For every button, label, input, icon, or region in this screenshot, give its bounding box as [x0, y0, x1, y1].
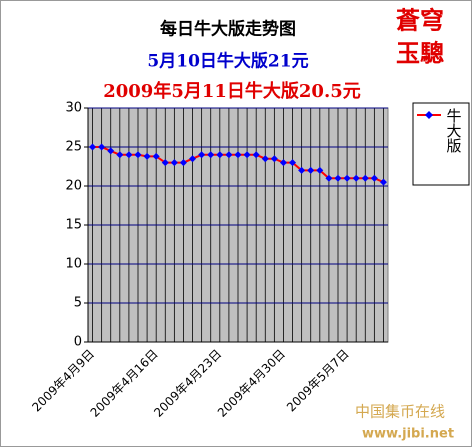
marker [170, 159, 178, 167]
marker [334, 174, 342, 182]
marker [307, 166, 315, 174]
marker [225, 151, 233, 159]
marker [143, 152, 151, 160]
marker [252, 151, 260, 159]
marker [189, 155, 197, 163]
marker [107, 147, 115, 155]
marker [207, 151, 215, 159]
logo: 玉驄 [396, 39, 444, 68]
marker [89, 143, 97, 151]
y-tick-label: 5 [74, 296, 82, 311]
y-tick-label: 15 [65, 218, 82, 233]
marker [152, 152, 160, 160]
marker [179, 159, 187, 167]
marker [98, 143, 106, 151]
marker [261, 155, 269, 163]
y-tick-label: 25 [65, 140, 82, 155]
y-tick-label: 20 [65, 179, 82, 194]
marker [234, 151, 242, 159]
chart-subtitle: 2009年5月11日牛大版20.5元 [103, 80, 361, 102]
marker [116, 151, 124, 159]
marker [198, 151, 206, 159]
y-tick-label: 30 [65, 101, 82, 116]
watermark: 中国集币在线 [355, 403, 445, 421]
legend-marker [425, 111, 433, 119]
y-tick-label: 10 [65, 257, 82, 272]
marker [325, 174, 333, 182]
marker [352, 174, 360, 182]
marker [316, 166, 324, 174]
marker [279, 159, 287, 167]
watermark: www.jibi.net [362, 427, 454, 442]
marker [161, 159, 169, 167]
marker [243, 151, 251, 159]
marker [125, 151, 133, 159]
marker [289, 159, 297, 167]
chart-title: 每日牛大版走势图 [160, 19, 296, 40]
logo: 蒼穹 [396, 6, 444, 35]
legend [412, 102, 470, 186]
marker [361, 174, 369, 182]
marker [216, 151, 224, 159]
marker [134, 151, 142, 159]
marker [370, 174, 378, 182]
marker [379, 178, 387, 186]
marker [270, 155, 278, 163]
chart-subtitle: 5月10日牛大版21元 [147, 51, 308, 72]
marker [343, 174, 351, 182]
legend-label: 牛大版 [445, 108, 463, 154]
marker [298, 166, 306, 174]
y-tick-label: 0 [74, 335, 82, 350]
